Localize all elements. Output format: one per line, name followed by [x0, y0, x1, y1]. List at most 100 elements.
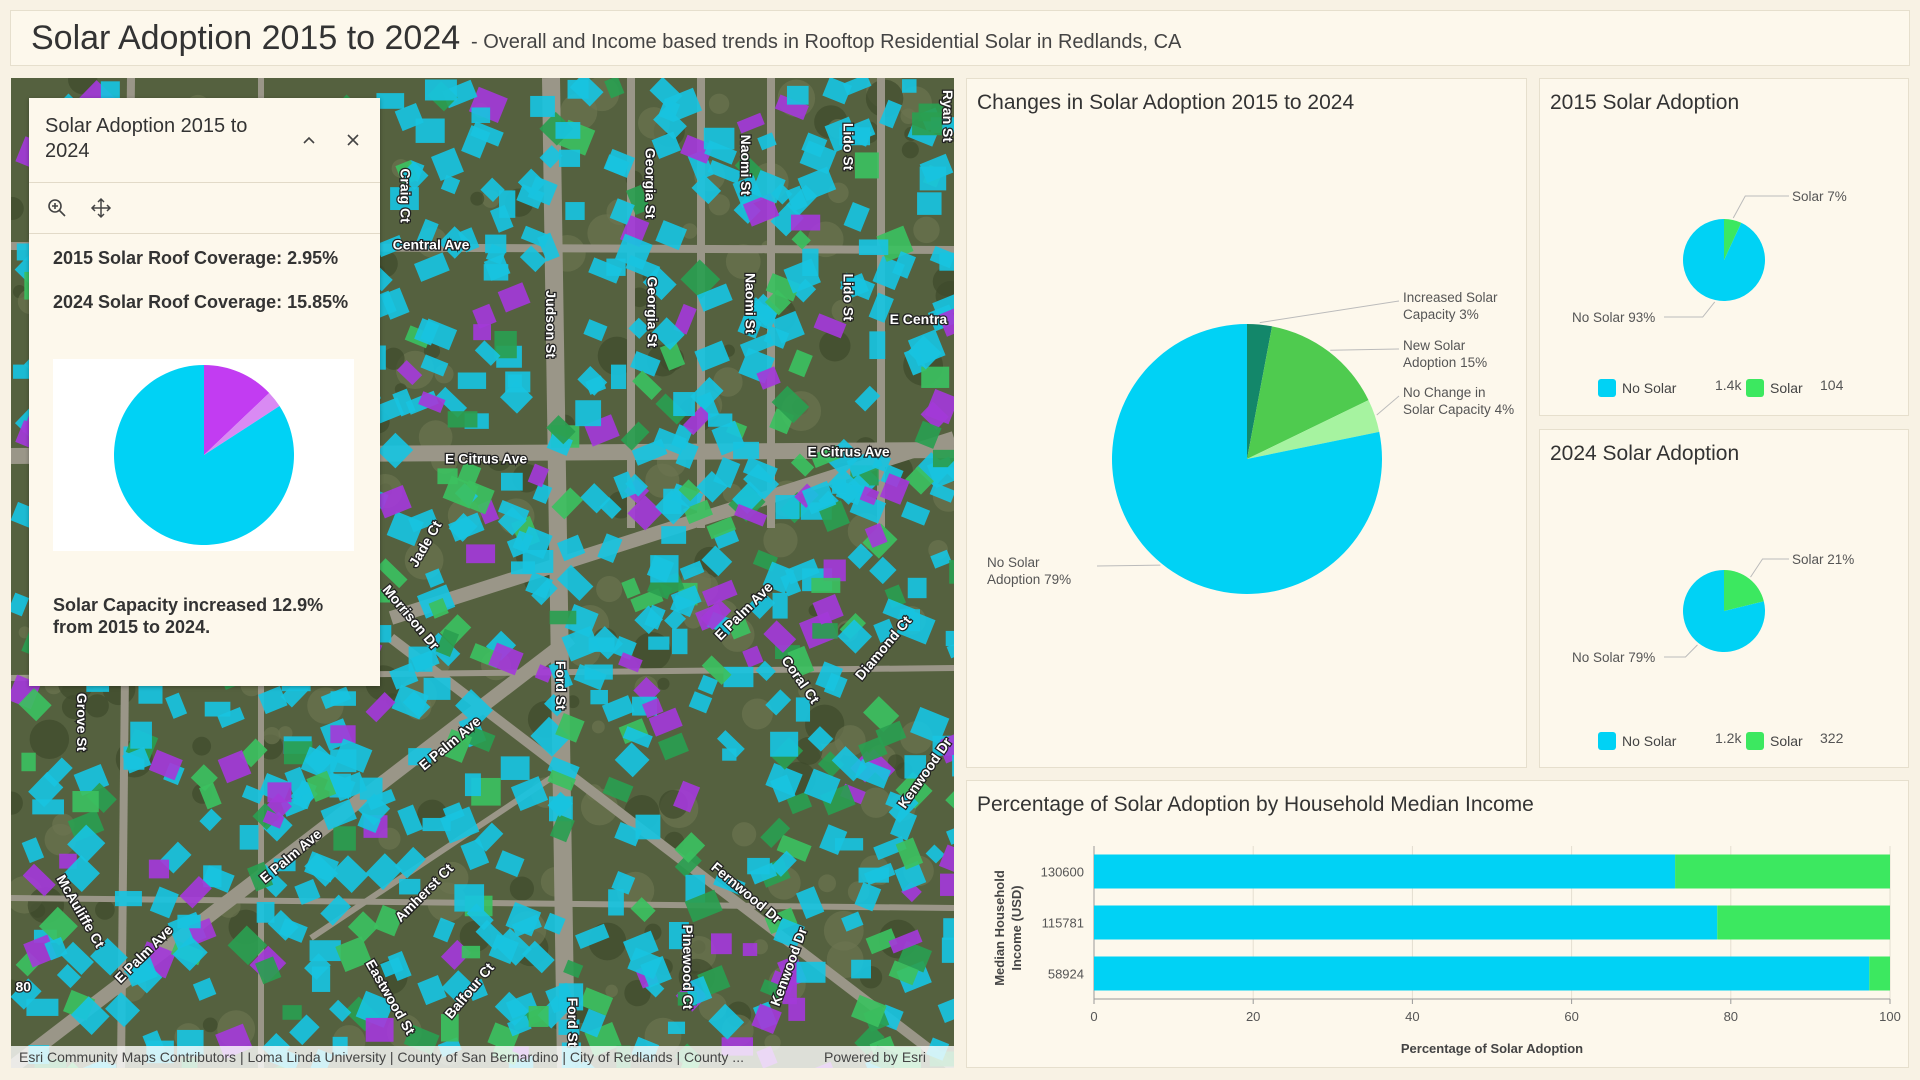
rooftop — [497, 282, 531, 313]
rooftop — [365, 853, 403, 890]
rooftop — [505, 902, 542, 937]
rooftop — [849, 491, 887, 524]
rooftop — [177, 914, 201, 929]
rooftop — [675, 440, 699, 469]
rooftop — [547, 769, 576, 791]
bar-segment — [1094, 854, 1676, 889]
rooftop — [773, 917, 805, 949]
rooftop — [722, 748, 737, 761]
bar-segment — [1094, 905, 1718, 940]
rooftop — [755, 660, 776, 682]
zoom-to-button[interactable] — [45, 196, 69, 220]
slice-label: Increased Solar Capacity 3% — [1403, 289, 1518, 323]
rooftop — [688, 691, 713, 714]
rooftop — [864, 522, 888, 548]
collapse-button[interactable] — [297, 128, 321, 152]
rooftop — [661, 526, 687, 544]
tree — [741, 698, 773, 730]
y-tick-label: 115781 — [1042, 916, 1084, 931]
slice-label: No Solar 93% — [1572, 310, 1656, 325]
rooftop — [679, 560, 705, 581]
rooftop — [375, 235, 405, 258]
rooftop — [684, 975, 713, 1006]
rooftop — [531, 578, 558, 606]
rooftop — [868, 292, 894, 323]
rooftop — [702, 579, 738, 607]
rooftop — [227, 925, 268, 966]
rooftop — [673, 303, 697, 335]
rooftop — [294, 878, 321, 905]
adoption-2024-panel: 2024 Solar Adoption No Solar 1.2k Solar 322… — [1539, 429, 1909, 768]
rooftop — [944, 459, 954, 489]
rooftop — [851, 994, 887, 1028]
bar-chart: 0 20 40 60 80 100 Percentage of Solar Adoption… — [1041, 846, 1901, 1056]
rooftop — [217, 706, 245, 729]
rooftop — [300, 746, 340, 781]
slice-label: No Change in Solar Capacity 4% — [1403, 384, 1518, 418]
rooftop — [832, 479, 847, 494]
rooftop — [461, 724, 496, 752]
slice-name: Increased Solar Capacity — [1403, 290, 1498, 322]
rooftop — [557, 564, 594, 601]
tree — [566, 695, 580, 709]
rooftop — [912, 112, 943, 136]
rooftop — [920, 401, 949, 430]
legend-swatch — [1746, 732, 1764, 750]
rooftop — [507, 1015, 532, 1037]
rooftop — [653, 106, 687, 140]
rooftop — [204, 701, 231, 717]
rooftop — [585, 375, 607, 395]
rooftop — [747, 857, 770, 875]
tree — [831, 299, 855, 323]
rooftop — [470, 121, 504, 147]
rooftop — [640, 955, 672, 988]
rooftop — [239, 825, 259, 850]
slice-label: Solar 7% — [1792, 189, 1847, 204]
rooftop — [843, 201, 870, 232]
rooftop — [701, 655, 732, 685]
rooftop — [172, 935, 208, 971]
close-button[interactable] — [341, 128, 365, 152]
adoption-2015-panel: 2015 Solar Adoption No Solar 1.4k Solar 104… — [1539, 78, 1909, 416]
rooftop — [282, 1005, 302, 1020]
rooftop — [423, 677, 451, 700]
rooftop — [466, 544, 496, 564]
chart-title: Percentage of Solar Adoption by Househol… — [977, 793, 1534, 816]
street-label: Ryan St — [940, 90, 954, 142]
legend-label: Solar — [1770, 733, 1803, 749]
powered-by[interactable]: Powered by Esri — [824, 1049, 926, 1065]
rooftop — [386, 511, 424, 547]
rooftop — [764, 289, 792, 316]
rooftop — [873, 836, 907, 861]
leader-line — [1750, 558, 1789, 578]
slice-label: No Solar 79% — [1572, 650, 1656, 665]
bar-segment — [1869, 956, 1890, 991]
rooftop — [255, 956, 282, 985]
tree — [901, 141, 919, 159]
rooftop — [544, 693, 567, 717]
rooftop — [655, 489, 690, 525]
street-label: Craig Ct — [397, 168, 413, 223]
tree — [470, 191, 485, 206]
rooftop — [534, 664, 554, 683]
rooftop — [727, 615, 751, 640]
y-axis-title: Median Household Income (USD) — [992, 870, 1024, 986]
rooftop — [474, 340, 501, 366]
tree — [596, 576, 623, 603]
rooftop — [790, 453, 815, 477]
rooftop — [859, 486, 880, 506]
rooftop — [63, 855, 100, 892]
popup-line: 2024 Solar Roof Coverage: 15.85% — [53, 292, 349, 312]
street-label: E Centra — [890, 311, 948, 327]
tree — [95, 900, 115, 920]
leader-line — [1096, 564, 1161, 567]
rooftop — [441, 1014, 459, 1042]
pan-button[interactable] — [89, 196, 113, 220]
rooftop — [192, 977, 217, 1001]
rooftop — [561, 625, 601, 662]
map[interactable]: Craig Ct Central Ave Judson St Georgia St Ge… — [11, 78, 954, 1068]
rooftop — [610, 364, 627, 390]
rooftop — [21, 837, 45, 864]
rooftop — [28, 771, 64, 808]
x-tick-label: 60 — [1564, 1009, 1578, 1024]
